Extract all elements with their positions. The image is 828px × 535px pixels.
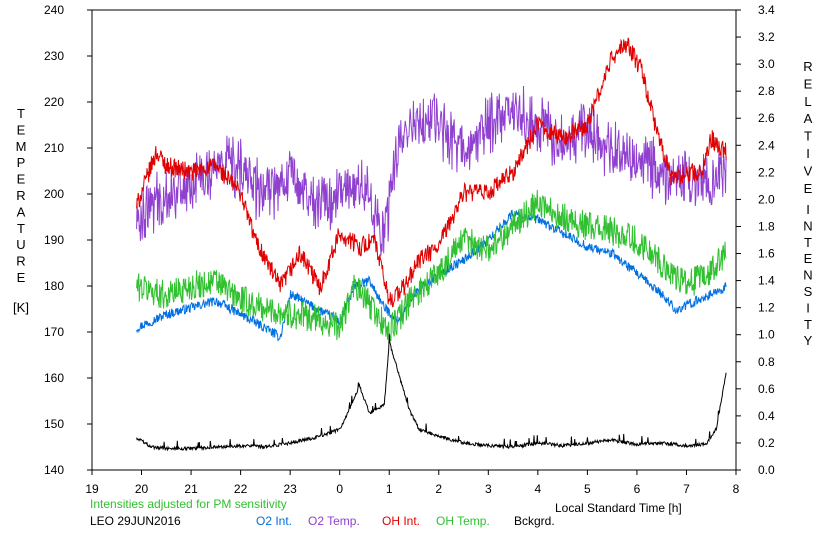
- right-title-letter: E: [804, 76, 813, 91]
- right-title-letter: E: [804, 181, 813, 196]
- left-tick-label: 210: [44, 141, 64, 155]
- left-title-letter: T: [17, 106, 25, 121]
- left-title-letter: A: [17, 204, 26, 219]
- right-title-letter: E: [804, 251, 813, 266]
- left-title-letter: E: [17, 172, 26, 187]
- legend-o2-int: O2 Int.: [256, 514, 292, 528]
- right-axis: 0.0 0.2 0.4 0.6 0.8 1.0 1.2 1.4 1.6 1.8 2.0 2.2 2.4 2…: [736, 3, 775, 477]
- left-tick-label: 230: [44, 49, 64, 63]
- left-tick-label: 240: [44, 3, 64, 17]
- left-tick-label: 180: [44, 279, 64, 293]
- x-tick-label: 4: [535, 482, 542, 496]
- left-axis: 140 150 160 170 180 190 200 210 220 230 240: [44, 3, 92, 477]
- right-tick-label: 3.4: [758, 3, 775, 17]
- legend-bckgrd: Bckgrd.: [514, 514, 555, 528]
- right-tick-label: 2.8: [758, 84, 775, 98]
- legend-oh-int: OH Int.: [382, 514, 420, 528]
- left-title-letter: M: [16, 139, 27, 154]
- right-title-letter: L: [804, 94, 811, 109]
- x-tick-label: 23: [283, 482, 297, 496]
- series-line-oh-int: [136, 37, 727, 308]
- left-title-letter: R: [16, 188, 25, 203]
- right-tick-label: 0.2: [758, 436, 775, 450]
- x-tick-label: 6: [634, 482, 641, 496]
- x-tick-label: 2: [435, 482, 442, 496]
- left-tick-label: 160: [44, 371, 64, 385]
- right-title-letter: I: [806, 202, 810, 217]
- x-axis: 19 20 21 22 23 0 1 2 3 4 5 6 7 8: [85, 470, 740, 496]
- x-tick-label: 20: [135, 482, 149, 496]
- left-title-letter: P: [17, 155, 26, 170]
- right-title-letter: I: [806, 300, 810, 315]
- right-title-letter: N: [803, 268, 812, 283]
- legend-oh-temp: OH Temp.: [436, 514, 490, 528]
- left-tick-label: 200: [44, 187, 64, 201]
- x-axis-title: Local Standard Time [h]: [555, 501, 682, 515]
- left-tick-label: 190: [44, 233, 64, 247]
- left-tick-label: 140: [44, 463, 64, 477]
- left-tick-label: 170: [44, 325, 64, 339]
- right-title-letter: Y: [804, 333, 813, 348]
- x-tick-label: 22: [234, 482, 248, 496]
- left-title-letter: E: [17, 122, 26, 137]
- right-tick-label: 0.8: [758, 355, 775, 369]
- sensitivity-note: Intensities adjusted for PM sensitivity: [90, 497, 287, 511]
- right-title-letter: R: [803, 59, 812, 74]
- right-title-letter: V: [804, 163, 813, 178]
- left-tick-label: 220: [44, 95, 64, 109]
- x-tick-label: 21: [184, 482, 198, 496]
- series-line-o2-temp: [136, 85, 727, 256]
- date-label: LEO 29JUN2016: [90, 514, 181, 528]
- right-title-letter: S: [804, 284, 813, 299]
- left-title-letter: E: [17, 270, 26, 285]
- x-tick-label: 3: [485, 482, 492, 496]
- right-tick-label: 0.0: [758, 463, 775, 477]
- right-tick-label: 0.6: [758, 382, 775, 396]
- right-tick-label: 0.4: [758, 409, 775, 423]
- legend-o2-temp: O2 Temp.: [308, 514, 360, 528]
- right-title-letter: T: [804, 129, 812, 144]
- x-tick-label: 19: [85, 482, 99, 496]
- left-title-letter: R: [16, 254, 25, 269]
- left-tick-label: 150: [44, 417, 64, 431]
- right-title-letter: T: [804, 317, 812, 332]
- x-tick-label: 7: [683, 482, 690, 496]
- left-title-letter: T: [17, 221, 25, 236]
- right-tick-label: 1.2: [758, 301, 775, 315]
- x-tick-label: 1: [386, 482, 393, 496]
- right-tick-label: 2.6: [758, 111, 775, 125]
- left-axis-unit: [K]: [13, 300, 29, 315]
- right-tick-label: 2.4: [758, 138, 775, 152]
- right-tick-label: 2.0: [758, 192, 775, 206]
- right-tick-label: 3.0: [758, 57, 775, 71]
- right-tick-label: 1.6: [758, 247, 775, 261]
- right-tick-label: 1.4: [758, 274, 775, 288]
- right-title-letter: A: [804, 111, 813, 126]
- left-title-letter: U: [16, 237, 25, 252]
- right-tick-label: 1.8: [758, 219, 775, 233]
- right-title-letter: I: [806, 146, 810, 161]
- right-title-letter: N: [803, 218, 812, 233]
- series-line-bckgrd: [136, 333, 727, 452]
- right-tick-label: 3.2: [758, 30, 775, 44]
- right-tick-label: 2.2: [758, 165, 775, 179]
- x-tick-label: 0: [336, 482, 343, 496]
- plot-area: [91, 9, 737, 471]
- x-tick-label: 8: [733, 482, 740, 496]
- series-line-oh-temp: [136, 189, 727, 342]
- right-tick-label: 1.0: [758, 328, 775, 342]
- right-title-letter: T: [804, 235, 812, 250]
- x-tick-label: 5: [584, 482, 591, 496]
- series-group: [136, 37, 727, 452]
